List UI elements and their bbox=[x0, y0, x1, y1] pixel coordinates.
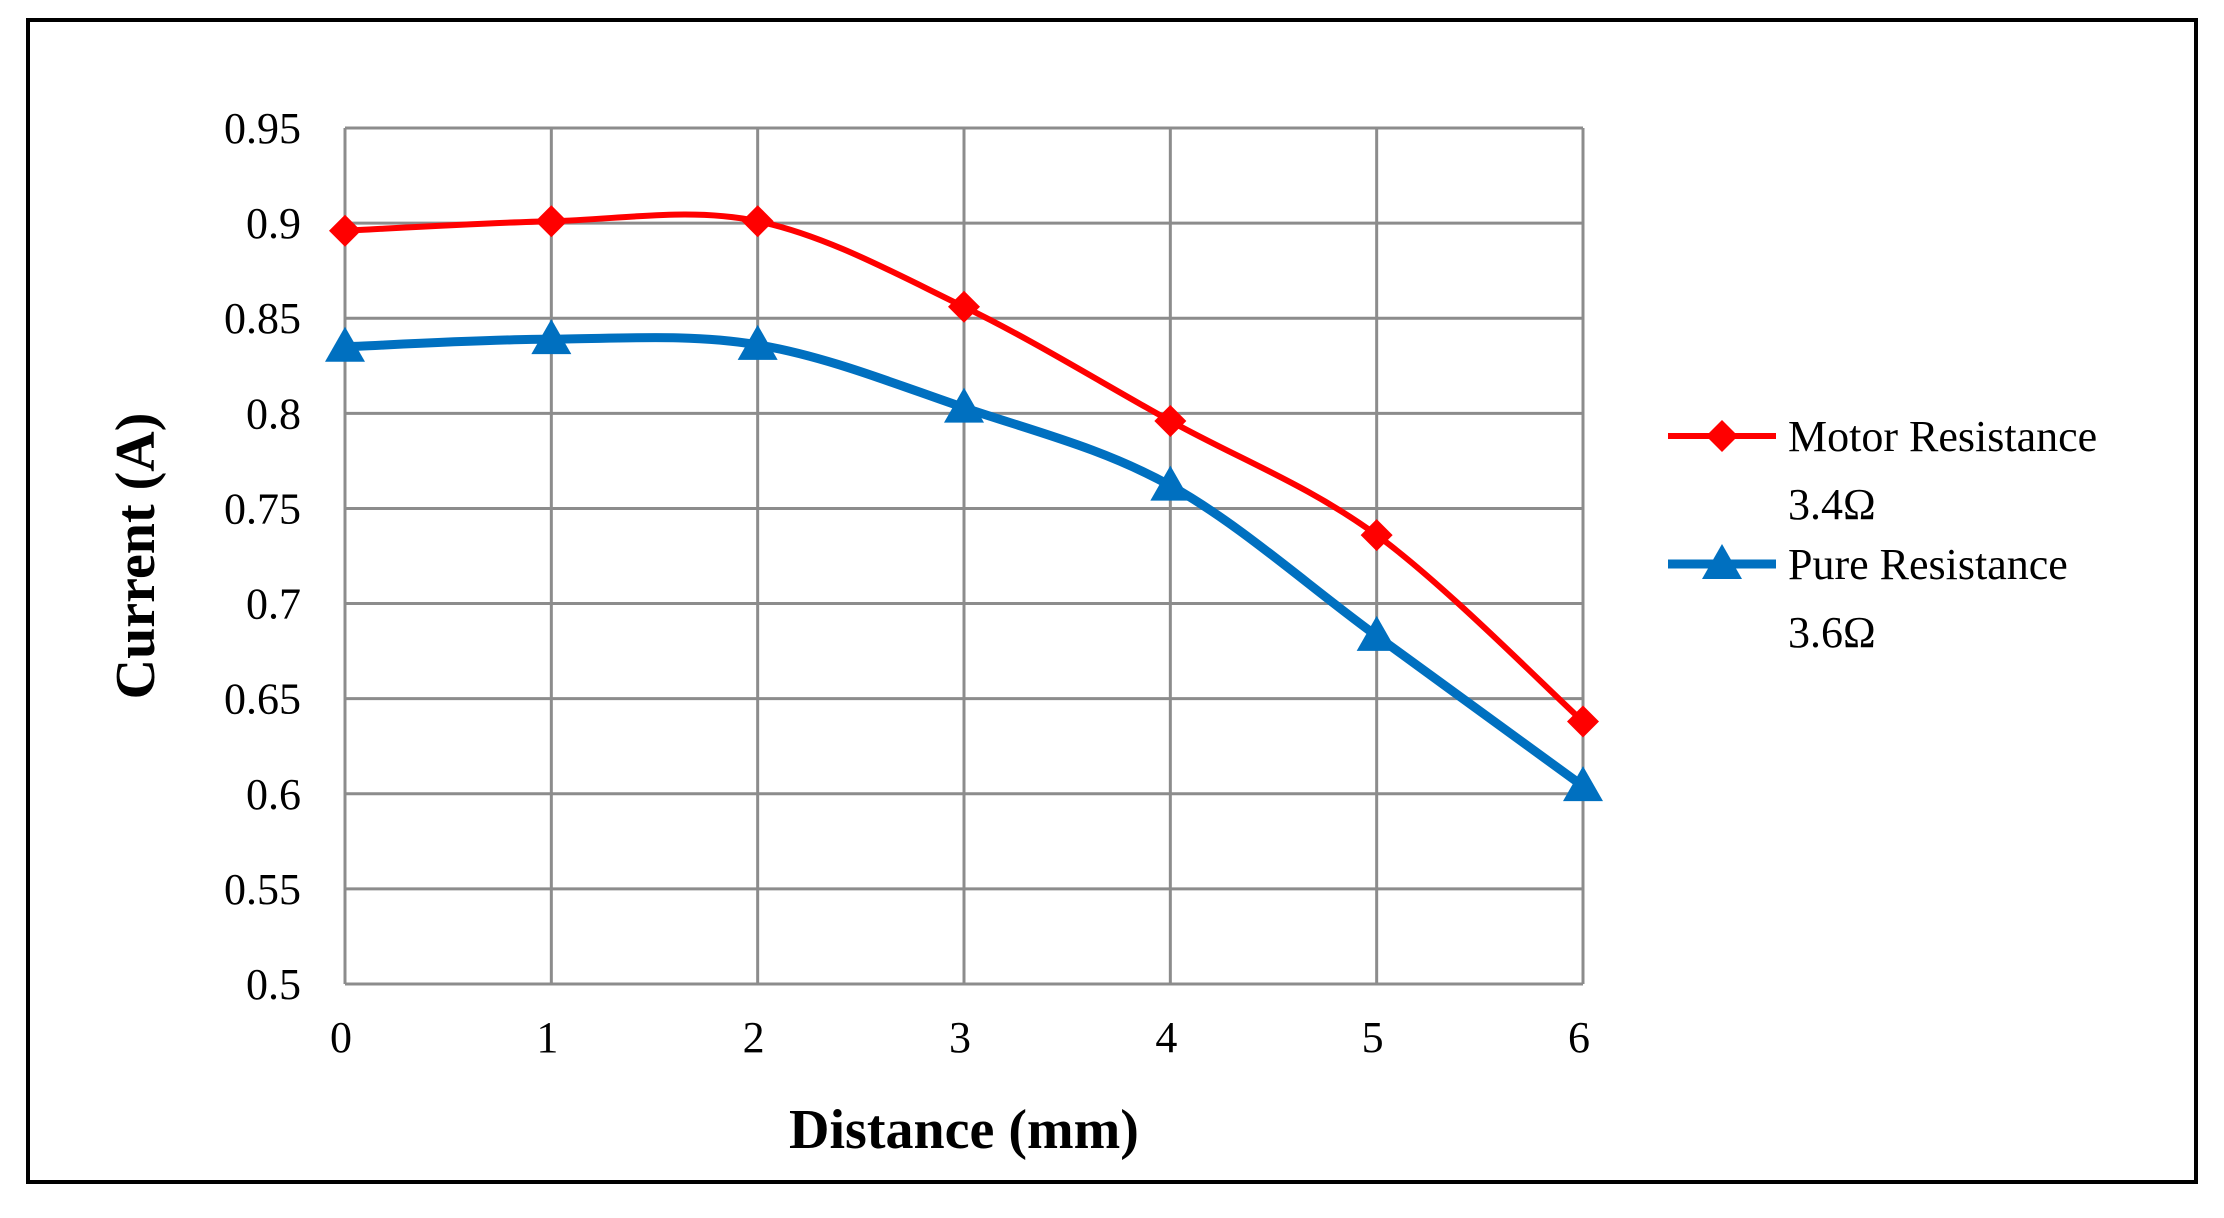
data-point-diamond bbox=[329, 214, 361, 247]
chart-grid bbox=[343, 126, 1585, 986]
data-point-diamond bbox=[1154, 404, 1187, 437]
data-point-triangle bbox=[531, 319, 572, 355]
y-tick-label: 0.8 bbox=[246, 389, 301, 438]
x-tick-label: 4 bbox=[1155, 1013, 1177, 1062]
data-point-diamond bbox=[535, 205, 568, 238]
series-1 bbox=[329, 205, 1599, 738]
data-point-triangle bbox=[737, 324, 778, 360]
data-point-triangle bbox=[944, 387, 984, 423]
y-tick-label: 0.85 bbox=[224, 294, 301, 343]
legend-swatch-marker bbox=[1706, 420, 1738, 452]
legend-label: Pure Resistance bbox=[1788, 540, 2068, 589]
data-point-triangle bbox=[1150, 465, 1191, 501]
x-tick-label: 6 bbox=[1568, 1013, 1590, 1062]
x-axis-title: Distance (mm) bbox=[789, 1099, 1139, 1161]
x-tick-label: 1 bbox=[536, 1013, 558, 1062]
x-tick-label: 3 bbox=[949, 1013, 971, 1062]
data-point-triangle bbox=[325, 326, 365, 362]
y-tick-label: 0.5 bbox=[246, 960, 301, 1009]
y-tick-label: 0.95 bbox=[224, 104, 301, 153]
data-point-diamond bbox=[741, 205, 774, 238]
legend-label: 3.4Ω bbox=[1788, 480, 1876, 529]
x-tick-label: 5 bbox=[1362, 1013, 1384, 1062]
series-2 bbox=[325, 319, 1603, 802]
chart-frame bbox=[26, 18, 2198, 1184]
data-point-triangle bbox=[1356, 615, 1397, 651]
legend-swatch-marker bbox=[1702, 544, 1742, 579]
data-point-triangle bbox=[1563, 766, 1603, 802]
legend-item: Motor Resistance 3.4Ω bbox=[1668, 412, 2097, 529]
y-tick-label: 0.65 bbox=[224, 675, 301, 724]
data-point-diamond bbox=[1360, 519, 1393, 552]
y-axis-title: Current (A) bbox=[105, 413, 167, 700]
legend-label: Motor Resistance bbox=[1788, 412, 2097, 461]
x-tick-label: 0 bbox=[330, 1013, 352, 1062]
series-layer bbox=[325, 205, 1603, 802]
y-tick-label: 0.6 bbox=[246, 770, 301, 819]
y-tick-label: 0.9 bbox=[246, 199, 301, 248]
x-axis-ticks: 0 1 2 3 4 5 6 bbox=[330, 1013, 1590, 1062]
y-tick-label: 0.7 bbox=[246, 580, 301, 629]
legend-label: 3.6Ω bbox=[1788, 608, 1876, 657]
data-point-diamond bbox=[948, 290, 980, 323]
legend-item: Pure Resistance 3.6Ω bbox=[1668, 540, 2068, 657]
legend: Motor Resistance 3.4Ω Pure Resistance 3.6Ω bbox=[1668, 412, 2097, 657]
y-axis-ticks: 0.5 0.55 0.6 0.65 0.7 0.75 0.8 0.85 0.9 0.95 bbox=[224, 104, 301, 1009]
x-tick-label: 2 bbox=[743, 1013, 765, 1062]
y-tick-label: 0.55 bbox=[224, 865, 301, 914]
data-point-diamond bbox=[1567, 705, 1599, 738]
y-tick-label: 0.75 bbox=[224, 484, 301, 533]
